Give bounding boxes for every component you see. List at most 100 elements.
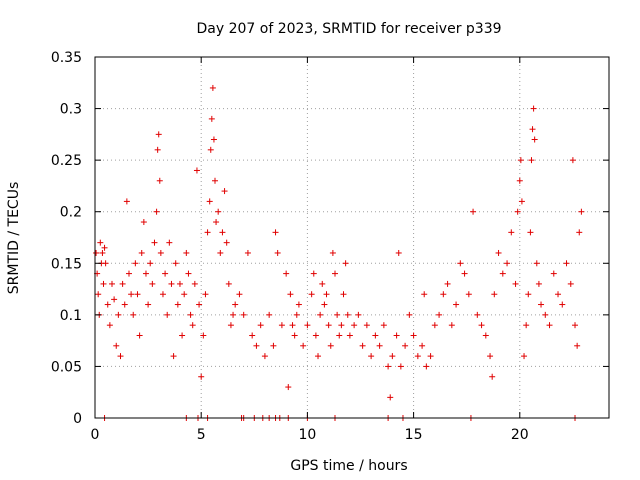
data-point	[125, 270, 132, 277]
data-point	[461, 270, 468, 277]
data-point	[95, 291, 102, 298]
data-point	[289, 322, 296, 329]
data-point	[106, 322, 113, 329]
data-point	[147, 260, 154, 267]
data-point	[329, 249, 336, 256]
data-point	[202, 291, 209, 298]
data-point	[253, 342, 260, 349]
data-point	[555, 291, 562, 298]
data-point	[189, 322, 196, 329]
data-point	[414, 353, 421, 360]
data-point	[227, 322, 234, 329]
data-point	[315, 353, 322, 360]
data-point	[295, 301, 302, 308]
data-point	[516, 177, 523, 184]
data-point	[100, 280, 107, 287]
data-point	[225, 280, 232, 287]
data-point	[200, 332, 207, 339]
chart-title: Day 207 of 2023, SRMTID for receiver p33…	[196, 21, 501, 37]
data-point	[508, 229, 515, 236]
data-point	[155, 131, 162, 138]
data-point	[172, 260, 179, 267]
data-point	[368, 353, 375, 360]
data-point	[355, 311, 362, 318]
data-point	[389, 353, 396, 360]
data-point	[528, 157, 535, 164]
data-point	[249, 332, 256, 339]
data-point	[563, 260, 570, 267]
data-point	[136, 332, 143, 339]
data-point	[567, 280, 574, 287]
data-point	[572, 322, 579, 329]
data-layer	[93, 84, 585, 421]
data-point	[321, 301, 328, 308]
data-point	[406, 311, 413, 318]
data-point	[283, 270, 290, 277]
data-point	[336, 332, 343, 339]
data-point	[334, 311, 341, 318]
data-point	[157, 249, 164, 256]
data-point	[574, 342, 581, 349]
data-point	[191, 280, 198, 287]
data-point	[527, 229, 534, 236]
data-point	[351, 322, 358, 329]
data-point	[410, 332, 417, 339]
data-point	[138, 249, 145, 256]
data-point	[419, 342, 426, 349]
data-point	[266, 311, 273, 318]
data-point	[287, 291, 294, 298]
data-point	[525, 291, 532, 298]
data-point	[344, 311, 351, 318]
data-point	[185, 270, 192, 277]
data-point	[93, 249, 100, 256]
data-point	[470, 208, 477, 215]
x-tick-label: 5	[197, 427, 206, 443]
data-point	[183, 249, 190, 256]
data-point	[207, 146, 214, 153]
data-point	[113, 342, 120, 349]
data-point	[145, 301, 152, 308]
tick-layer: 0 5 10 15 20 0 0.05 0.1 0.15 0.2 0.25 0.3 0.35	[51, 50, 609, 443]
data-point	[128, 291, 135, 298]
y-tick-label: 0.2	[60, 205, 82, 221]
data-point	[308, 291, 315, 298]
data-point	[531, 136, 538, 143]
data-point	[359, 342, 366, 349]
data-point	[176, 280, 183, 287]
data-point	[174, 301, 181, 308]
data-point	[380, 322, 387, 329]
data-point	[478, 322, 485, 329]
data-point	[533, 260, 540, 267]
data-point	[325, 322, 332, 329]
data-point	[569, 157, 576, 164]
data-point	[512, 280, 519, 287]
data-point	[208, 115, 215, 122]
x-tick-label: 20	[511, 427, 529, 443]
data-point	[123, 198, 130, 205]
data-point	[278, 322, 285, 329]
data-point	[495, 249, 502, 256]
data-point	[293, 311, 300, 318]
data-point	[179, 332, 186, 339]
data-point	[193, 167, 200, 174]
data-point	[559, 301, 566, 308]
data-point	[101, 244, 108, 251]
data-point	[363, 322, 370, 329]
y-tick-label: 0.35	[51, 50, 82, 66]
data-point	[168, 280, 175, 287]
data-point	[578, 208, 585, 215]
data-point	[517, 157, 524, 164]
data-point	[153, 208, 160, 215]
data-point	[213, 219, 220, 226]
data-point	[518, 198, 525, 205]
data-point	[342, 260, 349, 267]
data-point	[134, 291, 141, 298]
data-point	[151, 239, 158, 246]
data-point	[170, 353, 177, 360]
data-point	[209, 84, 216, 91]
x-tick-label: 0	[91, 427, 100, 443]
data-point	[212, 177, 219, 184]
data-point	[166, 239, 173, 246]
data-point	[232, 301, 239, 308]
